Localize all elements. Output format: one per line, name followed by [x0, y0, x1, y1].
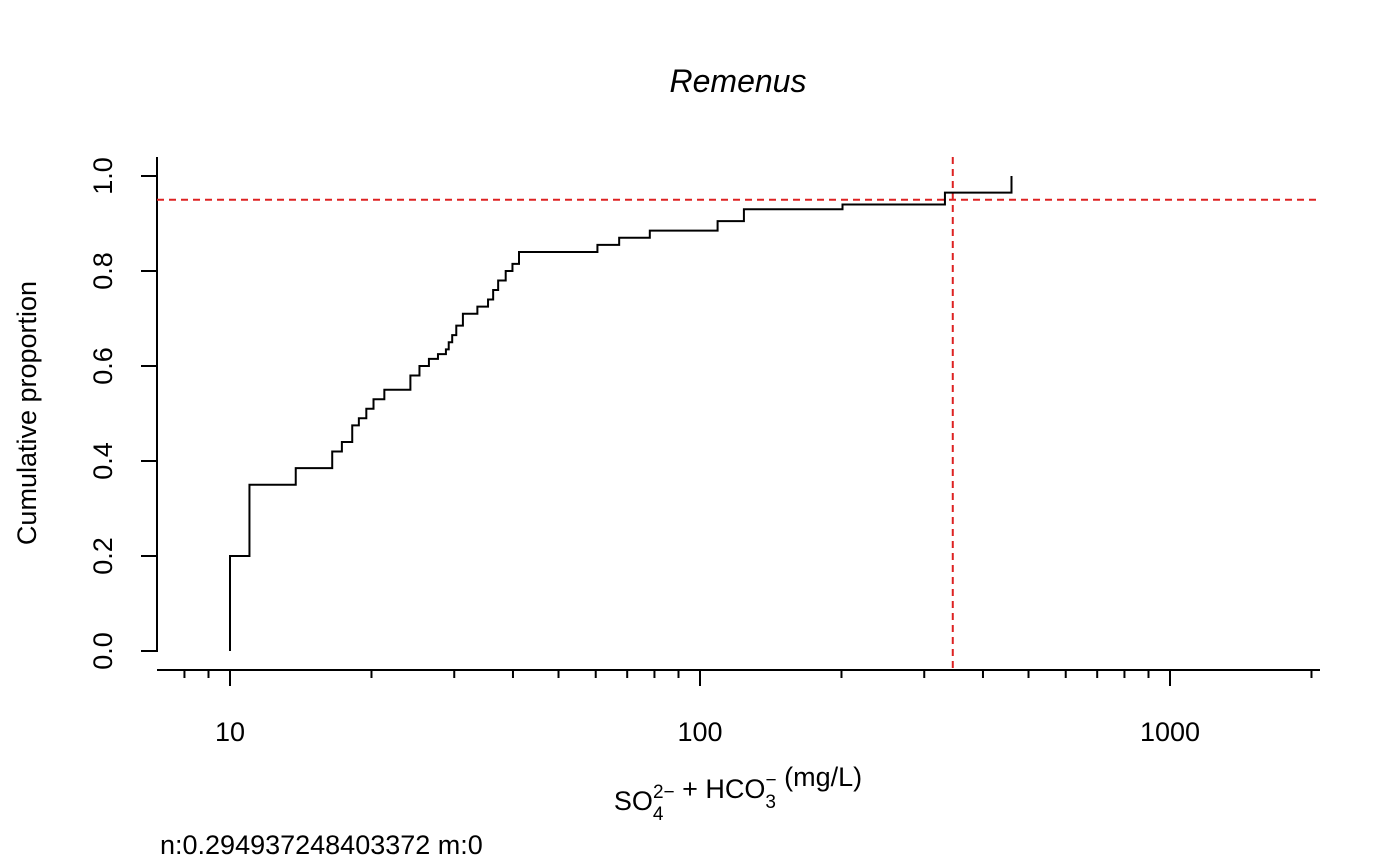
y-tick-label: 0.0 — [88, 632, 118, 670]
x-axis-title-part: + HCO — [675, 774, 766, 804]
x-tick-label: 1000 — [1140, 717, 1200, 747]
y-axis-title: Cumulative proportion — [12, 281, 42, 545]
y-tick-label: 0.2 — [88, 537, 118, 575]
x-tick-label: 100 — [677, 717, 722, 747]
y-ticks: 0.0 0.2 0.4 0.6 0.8 1.0 — [88, 157, 157, 670]
x-axis-title-superscript: − — [766, 770, 777, 791]
x-axis-title-part: (mg/L) — [777, 762, 863, 792]
y-tick-label: 1.0 — [88, 157, 118, 195]
x-tick-label: 10 — [215, 717, 245, 747]
x-axis-title-superscript: 2− — [653, 782, 675, 803]
x-axis-title: SO42− + HCO3− (mg/L) — [614, 762, 862, 825]
x-axis-title-subscript: 4 — [653, 804, 664, 825]
y-tick-label: 0.8 — [88, 252, 118, 290]
y-tick-label: 0.4 — [88, 442, 118, 480]
footnote: n:0.294937248403372 m:0 — [160, 830, 483, 860]
x-ticks: 10 100 1000 — [183, 670, 1313, 747]
ecdf-step-line — [229, 176, 1013, 651]
reference-lines — [157, 157, 1320, 670]
x-axis-title-part: SO — [614, 786, 653, 816]
y-tick-label: 0.6 — [88, 347, 118, 385]
chart-title: Remenus — [670, 63, 807, 99]
x-axis-title-subscript: 3 — [765, 792, 776, 813]
